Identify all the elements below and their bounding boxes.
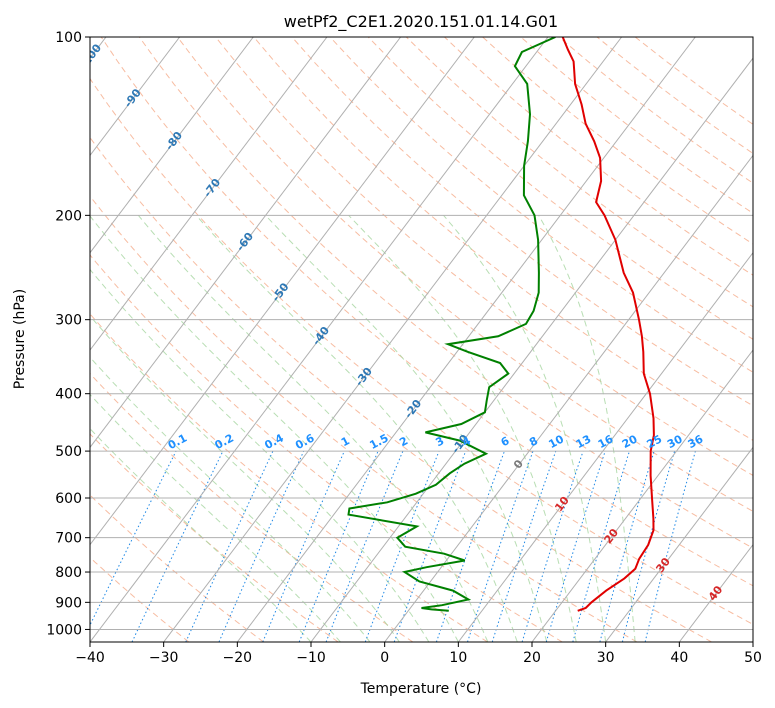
- dewpoint-profile-line: [347, 37, 556, 612]
- dry-adiabat-line: [90, 195, 638, 642]
- moist-adiabat-line: [90, 215, 459, 642]
- x-axis: −40 −30 −20 −10 0 10 20 30 40 50: [75, 642, 762, 666]
- dry-adiabat-line: [90, 254, 563, 642]
- y-axis-title: Pressure (hPa): [12, 289, 28, 389]
- moist-adiabat-line: [90, 268, 430, 642]
- y-axis: 100 200 300 400 500 600 700 800 900 1000: [46, 30, 90, 638]
- moist-adiabat-line: [538, 215, 636, 642]
- mixing-ratio-line: [621, 450, 676, 642]
- plot-frame: [89, 36, 754, 643]
- dry-adiabat-line: [90, 372, 414, 642]
- dry-adiabat-line: [90, 433, 339, 642]
- dry-adiabat-line: [405, 37, 753, 308]
- mixing-ratio-line: [545, 450, 606, 642]
- mixing-ratio-line: [572, 450, 630, 642]
- isotherm-line: [90, 37, 181, 157]
- mixing-ratio-line: [599, 450, 655, 642]
- y-tick-label: 900: [55, 595, 82, 611]
- y-tick-label: 600: [55, 491, 82, 507]
- x-tick-label: −20: [223, 650, 253, 666]
- moist-adiabat-line: [90, 356, 371, 642]
- y-tick-label: 400: [55, 387, 82, 403]
- y-tick-label: 300: [55, 313, 82, 329]
- y-tick-label: 500: [55, 444, 82, 460]
- dry-adiabat-line: [90, 136, 712, 642]
- isotherm-line: [531, 349, 753, 642]
- isotherm-line: [163, 37, 623, 642]
- mixing-ratio-line: [435, 450, 505, 642]
- isotherm-line: [90, 37, 549, 642]
- isotherm-line: [90, 37, 475, 546]
- isotherm-line: [310, 57, 753, 642]
- isotherm-line: [457, 251, 753, 642]
- y-tick-label: 800: [55, 565, 82, 581]
- moist-adiabat-line: [265, 214, 548, 642]
- moist-adiabat-line: [90, 427, 312, 642]
- mixing-ratio-label: 30: [665, 432, 685, 451]
- mixing-ratio-label: 25: [645, 432, 665, 451]
- y-tick-label: 100: [55, 30, 82, 46]
- x-tick-label: 10: [449, 650, 467, 666]
- moist-adiabat-line: [90, 315, 400, 642]
- chart-title: wetPf2_C2E1.2020.151.01.14.G01: [284, 12, 558, 32]
- mixing-ratio-label: 10: [546, 432, 566, 451]
- dry-adiabat-line: [215, 37, 753, 476]
- mixing-ratio-line: [325, 450, 404, 642]
- x-tick-label: −40: [75, 650, 105, 666]
- dry-adiabat-line: [253, 37, 753, 441]
- mixing-ratio-line: [90, 450, 177, 627]
- x-tick-label: −30: [149, 650, 179, 666]
- mixing-ratio-line: [298, 450, 379, 642]
- y-tick-label: 200: [55, 208, 82, 224]
- x-tick-label: −10: [296, 650, 326, 666]
- isotherm-line: [236, 37, 696, 642]
- x-tick-label: 30: [597, 650, 615, 666]
- temperature-profile-line: [561, 37, 655, 612]
- x-axis-title: Temperature (°C): [360, 681, 482, 697]
- mixing-ratio-line: [521, 450, 584, 642]
- x-tick-label: 50: [744, 650, 762, 666]
- mixing-ratio-line: [364, 450, 440, 642]
- mixing-ratio-line: [218, 450, 305, 642]
- isotherm-line: [384, 154, 753, 642]
- y-tick-label: 1000: [46, 622, 82, 638]
- moist-adiabat-line: [90, 393, 341, 642]
- moist-adiabat-line: [443, 214, 607, 642]
- dry-adiabat-line: [177, 37, 753, 512]
- mixing-ratio-line: [491, 450, 557, 642]
- isotherm-line: [90, 37, 328, 351]
- mixing-ratio-line: [467, 450, 534, 642]
- isotherm-line: [90, 37, 402, 449]
- sounding-profiles: [347, 37, 655, 612]
- x-tick-label: 40: [670, 650, 688, 666]
- isobar-grid: [90, 37, 753, 642]
- isotherm-line: [605, 446, 753, 642]
- dry-adiabat-line: [291, 37, 753, 407]
- mixing-ratio-line: [262, 450, 345, 642]
- isotherm-line: [90, 37, 254, 254]
- y-tick-label: 700: [55, 531, 82, 547]
- x-tick-label: 0: [380, 650, 389, 666]
- mixing-ratio-label: 20: [620, 432, 640, 451]
- mixing-ratio-label: 16: [596, 432, 616, 451]
- x-tick-label: 20: [523, 650, 541, 666]
- mixing-ratio-label: 13: [574, 432, 594, 451]
- mixing-ratio-label: 36: [686, 432, 706, 451]
